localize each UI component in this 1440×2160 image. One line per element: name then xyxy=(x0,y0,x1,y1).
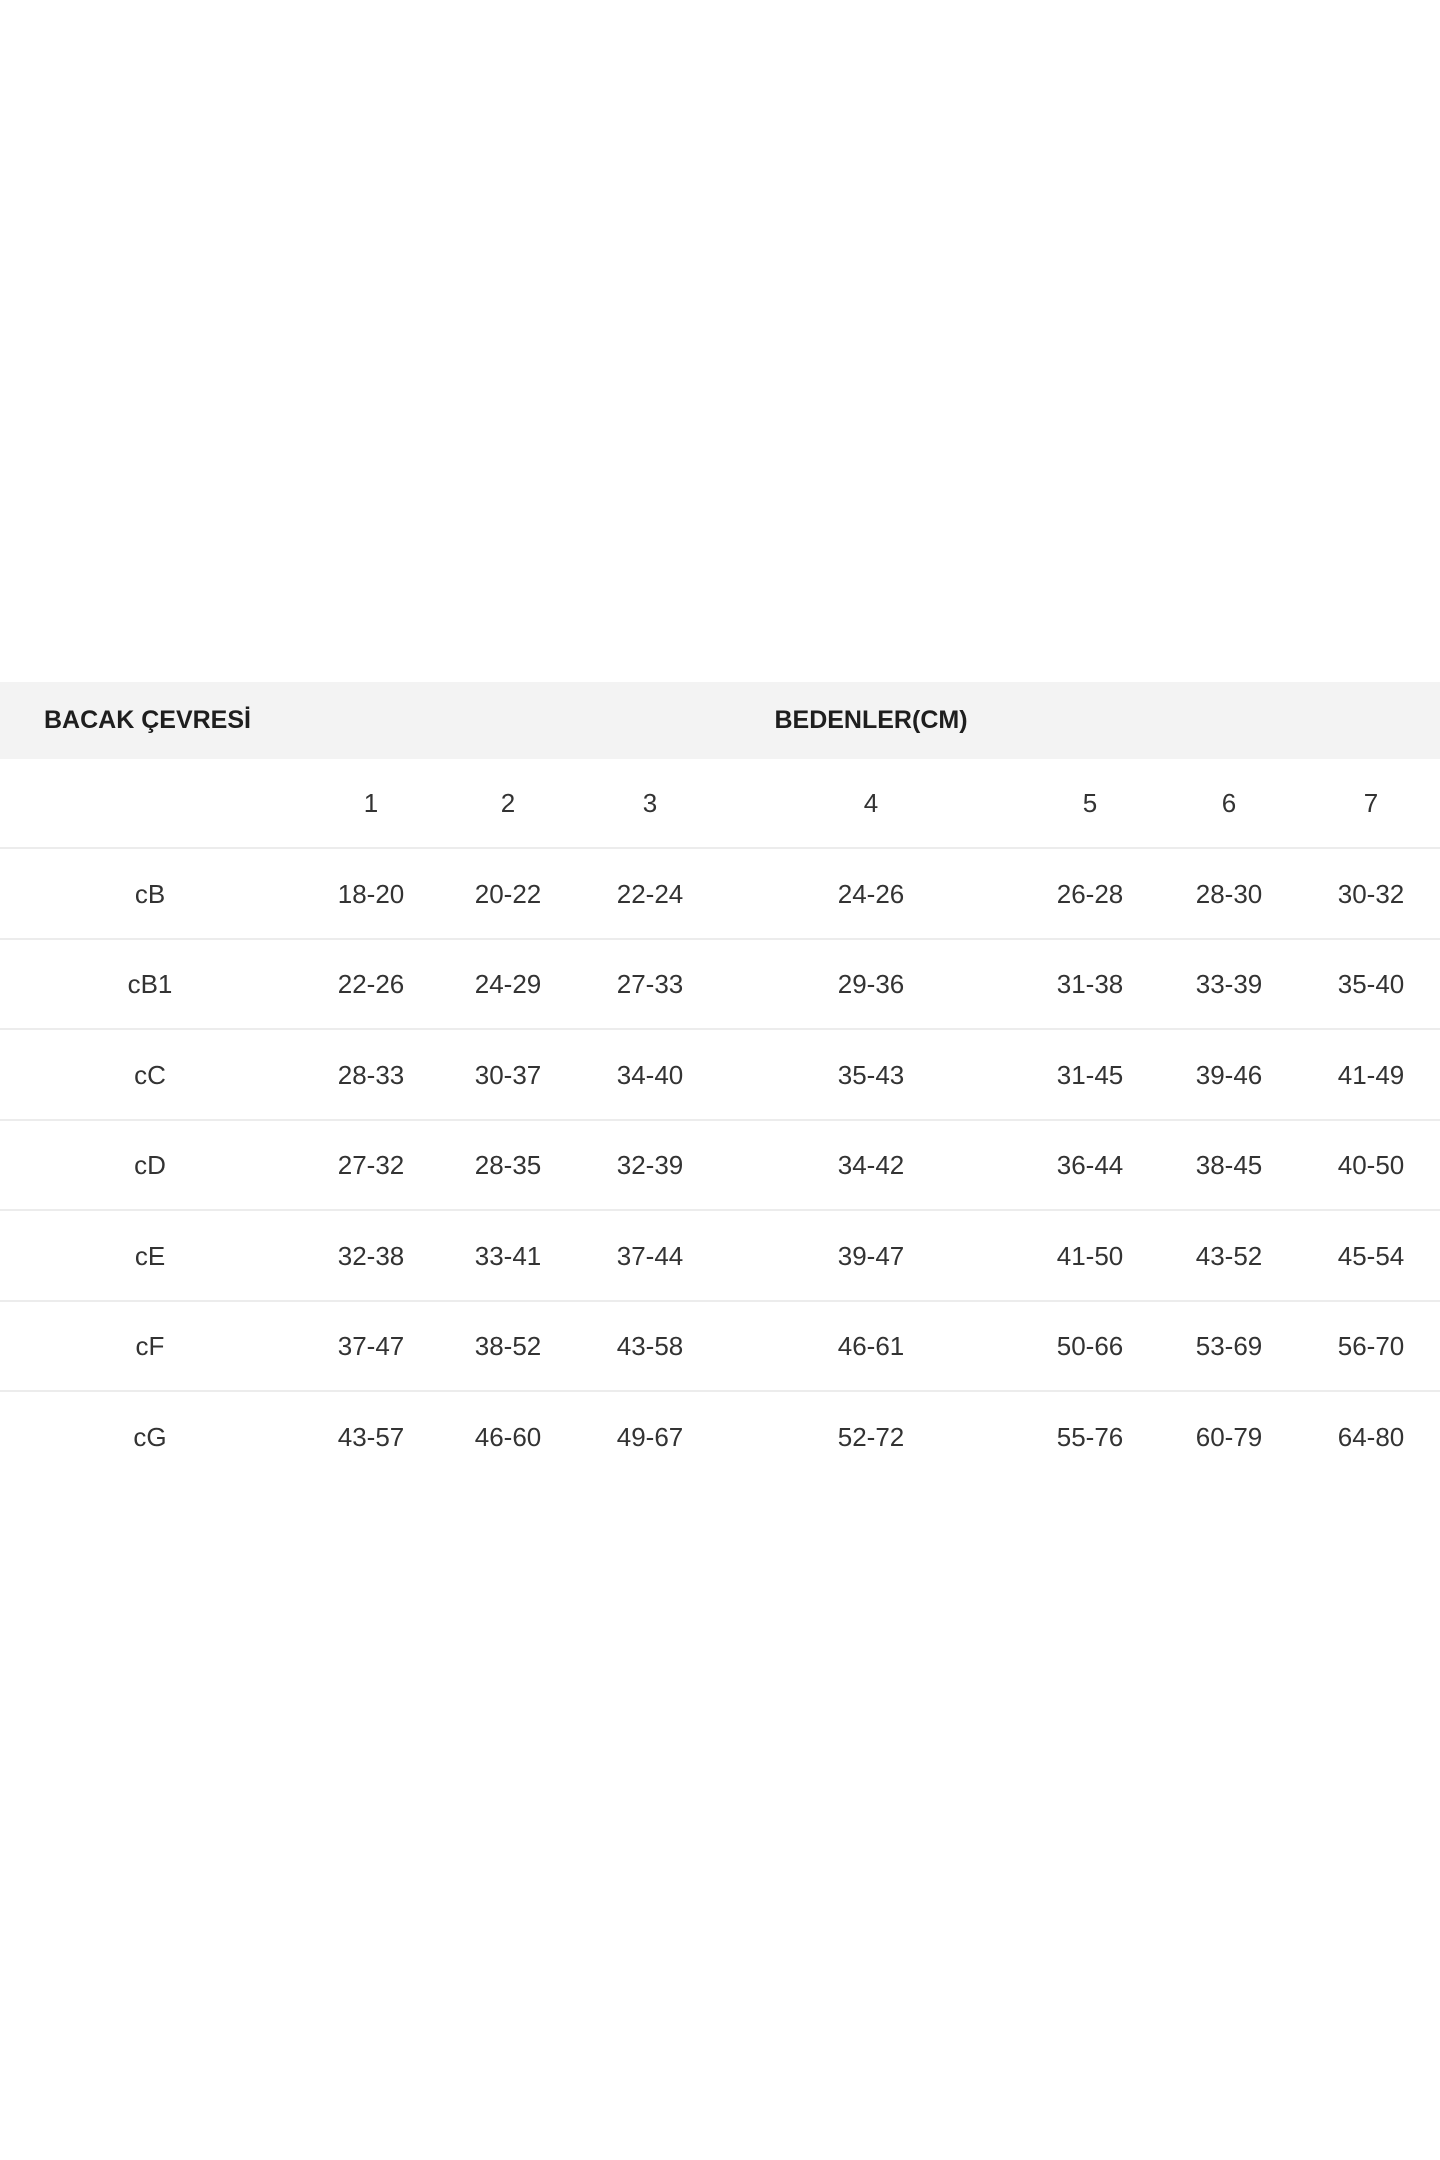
table-cell: 56-70 xyxy=(1337,1331,1405,1361)
table-cell: 30-32 xyxy=(1337,878,1405,909)
table-cell: 45-54 xyxy=(1337,1240,1405,1271)
table-cell: 52-72 xyxy=(837,1421,905,1452)
table-cell: 33-41 xyxy=(474,1240,542,1271)
table-cell: 35-40 xyxy=(1337,969,1405,999)
table-cell: 34-40 xyxy=(616,1059,684,1090)
table-cell: 60-79 xyxy=(1195,1421,1263,1452)
table-cell: 18-20 xyxy=(337,878,405,909)
table-cell: 43-52 xyxy=(1195,1240,1263,1271)
row-divider xyxy=(0,1300,1440,1302)
row-divider xyxy=(0,1209,1440,1211)
table-cell: 53-69 xyxy=(1195,1331,1263,1361)
table-cell: 31-38 xyxy=(1056,969,1124,999)
header-sizes: BEDENLER(CM) xyxy=(774,706,968,734)
table-cell: 37-44 xyxy=(616,1240,684,1271)
table-cell: 28-33 xyxy=(337,1059,405,1090)
row-label: cB1 xyxy=(127,969,173,999)
table-cell: 43-58 xyxy=(616,1331,684,1361)
table-cell: 46-60 xyxy=(474,1421,542,1452)
size-header-6: 6 xyxy=(1221,788,1237,818)
table-cell: 41-49 xyxy=(1337,1059,1405,1090)
table-cell: 46-61 xyxy=(837,1331,905,1361)
table-cell: 28-35 xyxy=(474,1150,542,1180)
table-cell: 40-50 xyxy=(1337,1150,1405,1180)
table-cell: 28-30 xyxy=(1195,878,1263,909)
table-cell: 34-42 xyxy=(837,1150,905,1180)
row-label: cF xyxy=(135,1331,165,1361)
table-cell: 38-52 xyxy=(474,1331,542,1361)
header-leg-circumference: BACAK ÇEVRESİ xyxy=(44,706,251,734)
table-cell: 20-22 xyxy=(474,878,542,909)
table-cell: 55-76 xyxy=(1056,1421,1124,1452)
table-cell: 27-33 xyxy=(616,969,684,999)
table-cell: 24-26 xyxy=(837,878,905,909)
table-cell: 27-32 xyxy=(337,1150,405,1180)
table-cell: 35-43 xyxy=(837,1059,905,1090)
size-header-7: 7 xyxy=(1363,788,1379,818)
row-label: cD xyxy=(134,1150,166,1180)
table-cell: 32-38 xyxy=(337,1240,405,1271)
row-divider xyxy=(0,938,1440,940)
table-cell: 50-66 xyxy=(1056,1331,1124,1361)
table-cell: 37-47 xyxy=(337,1331,405,1361)
size-header-2: 2 xyxy=(500,788,516,818)
table-cell: 43-57 xyxy=(337,1421,405,1452)
table-cell: 30-37 xyxy=(474,1059,542,1090)
table-cell: 26-28 xyxy=(1056,878,1124,909)
size-header-5: 5 xyxy=(1082,788,1098,818)
table-cell: 41-50 xyxy=(1056,1240,1124,1271)
row-label: cC xyxy=(134,1059,166,1090)
row-divider xyxy=(0,1390,1440,1392)
size-header-3: 3 xyxy=(642,788,658,818)
row-label: cE xyxy=(134,1240,166,1271)
table-cell: 31-45 xyxy=(1056,1059,1124,1090)
table-cell: 49-67 xyxy=(616,1421,684,1452)
table-cell: 36-44 xyxy=(1056,1150,1124,1180)
row-divider xyxy=(0,847,1440,849)
size-header-1: 1 xyxy=(363,788,379,818)
table-cell: 39-46 xyxy=(1195,1059,1263,1090)
row-label: cB xyxy=(134,878,166,909)
table-cell: 22-24 xyxy=(616,878,684,909)
table-cell: 24-29 xyxy=(474,969,542,999)
table-cell: 38-45 xyxy=(1195,1150,1263,1180)
table-cell: 39-47 xyxy=(837,1240,905,1271)
size-header-4: 4 xyxy=(863,788,879,818)
row-label: cG xyxy=(133,1421,167,1452)
table-cell: 29-36 xyxy=(837,969,905,999)
table-cell: 64-80 xyxy=(1337,1421,1405,1452)
row-divider xyxy=(0,1028,1440,1030)
row-divider xyxy=(0,1119,1440,1121)
table-header-band xyxy=(0,682,1440,759)
table-cell: 33-39 xyxy=(1195,969,1263,999)
table-cell: 32-39 xyxy=(616,1150,684,1180)
table-cell: 22-26 xyxy=(337,969,405,999)
